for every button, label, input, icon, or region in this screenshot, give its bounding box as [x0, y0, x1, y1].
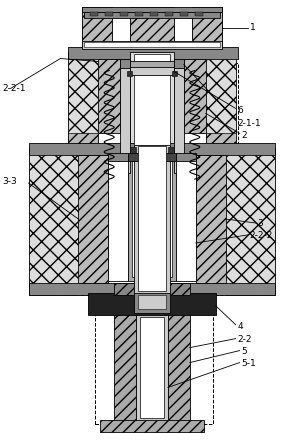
Bar: [28, 148, 78, 295]
Bar: [82, 41, 222, 49]
Bar: [105, 12, 113, 16]
Bar: [130, 67, 174, 75]
Bar: [88, 293, 216, 315]
Bar: [78, 155, 108, 283]
Bar: [174, 58, 184, 173]
Bar: [195, 12, 203, 16]
Bar: [150, 12, 158, 16]
Bar: [180, 12, 188, 16]
Bar: [128, 153, 176, 161]
Text: 2-1-1: 2-1-1: [238, 119, 261, 128]
Bar: [176, 157, 196, 281]
Bar: [196, 155, 226, 283]
Bar: [120, 12, 128, 16]
Bar: [134, 145, 170, 295]
Bar: [174, 58, 184, 69]
Text: 2-2: 2-2: [238, 335, 252, 344]
Bar: [134, 54, 170, 175]
Bar: [84, 12, 220, 18]
Bar: [112, 14, 130, 43]
Bar: [206, 51, 236, 181]
Bar: [140, 317, 164, 418]
Bar: [176, 153, 196, 161]
Bar: [174, 14, 192, 43]
Bar: [135, 12, 143, 16]
Text: 2: 2: [242, 131, 247, 140]
Text: 5: 5: [242, 347, 247, 356]
Bar: [28, 143, 275, 155]
Bar: [120, 58, 130, 173]
Bar: [98, 58, 120, 133]
Text: 4: 4: [238, 322, 243, 331]
Bar: [130, 61, 174, 69]
Bar: [138, 295, 166, 309]
Bar: [100, 420, 204, 432]
Bar: [82, 7, 222, 12]
Bar: [68, 58, 98, 133]
Bar: [134, 293, 170, 313]
Text: 1: 1: [250, 23, 255, 32]
Bar: [226, 155, 275, 283]
Bar: [68, 63, 238, 181]
Bar: [28, 155, 78, 283]
Bar: [130, 7, 174, 54]
Bar: [130, 51, 174, 181]
Text: 2-2-2: 2-2-2: [250, 231, 273, 241]
Bar: [90, 12, 98, 16]
Bar: [168, 313, 190, 422]
Text: 2-2-1: 2-2-1: [3, 84, 26, 93]
Bar: [128, 157, 176, 281]
Bar: [108, 157, 128, 281]
Bar: [68, 47, 238, 58]
Bar: [226, 148, 275, 295]
Text: 3: 3: [257, 219, 263, 229]
Bar: [192, 7, 222, 49]
Text: 5-1: 5-1: [242, 359, 256, 368]
Bar: [68, 173, 238, 181]
Bar: [172, 71, 177, 77]
Bar: [114, 283, 190, 295]
Bar: [108, 153, 128, 161]
Bar: [84, 42, 220, 47]
Bar: [28, 283, 275, 295]
Bar: [168, 147, 174, 153]
Bar: [120, 58, 130, 69]
Bar: [130, 147, 136, 153]
Bar: [82, 7, 112, 49]
Bar: [95, 280, 213, 424]
Bar: [68, 51, 98, 181]
Bar: [114, 313, 136, 422]
Bar: [28, 148, 275, 295]
Bar: [132, 161, 172, 277]
Bar: [82, 9, 222, 63]
Bar: [138, 146, 166, 291]
Bar: [127, 71, 132, 77]
Bar: [165, 12, 173, 16]
Bar: [184, 58, 206, 133]
Bar: [136, 313, 168, 422]
Text: 6: 6: [238, 106, 243, 115]
Bar: [206, 58, 236, 133]
Text: 3-3: 3-3: [3, 177, 17, 186]
